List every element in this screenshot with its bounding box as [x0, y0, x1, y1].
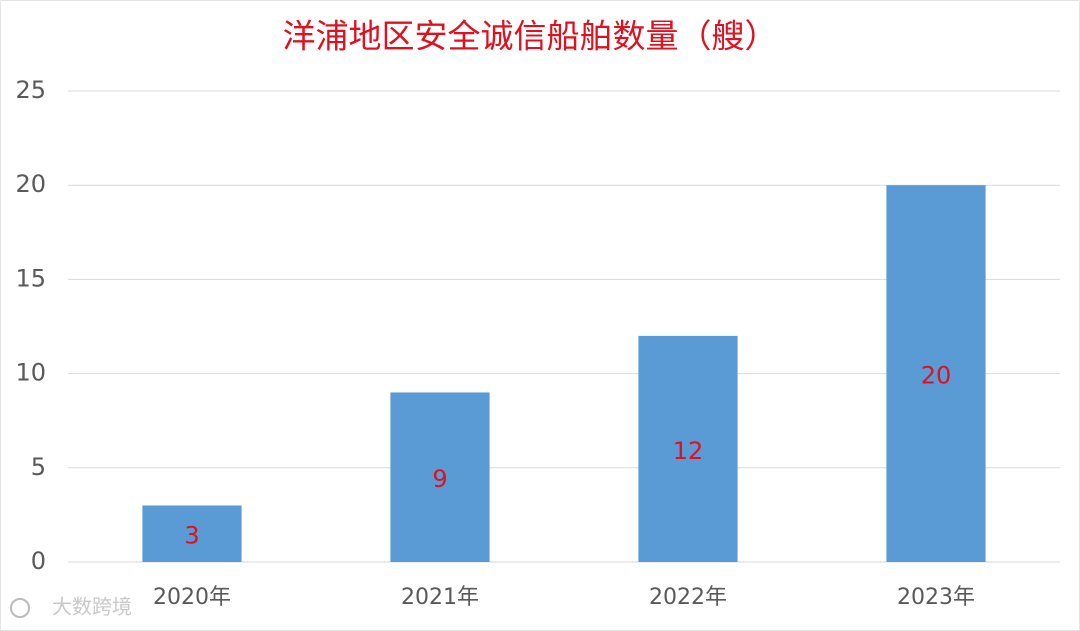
y-tick-label: 20	[15, 170, 46, 198]
data-label: 9	[432, 465, 447, 493]
watermark: 大数跨境	[52, 595, 132, 619]
bar	[390, 392, 490, 562]
data-label: 20	[921, 362, 952, 390]
data-label: 12	[673, 437, 704, 465]
data-label: 3	[184, 522, 199, 550]
y-tick-label: 10	[15, 359, 46, 387]
y-tick-label: 25	[15, 76, 46, 104]
x-tick-label: 2021年	[401, 585, 479, 610]
x-tick-label: 2020年	[153, 585, 231, 610]
watermark-icon	[10, 598, 30, 618]
bar	[886, 185, 986, 562]
y-tick-label: 5	[31, 453, 46, 481]
watermark-group: 大数跨境	[10, 595, 132, 619]
y-tick-label: 0	[31, 547, 46, 575]
bar	[638, 335, 738, 562]
x-tick-label: 2022年	[649, 585, 727, 610]
bar	[142, 505, 242, 562]
x-tick-label: 2023年	[897, 585, 975, 610]
chart-title: 洋浦地区安全诚信船舶数量（艘）	[283, 17, 778, 56]
y-tick-label: 15	[15, 264, 46, 292]
